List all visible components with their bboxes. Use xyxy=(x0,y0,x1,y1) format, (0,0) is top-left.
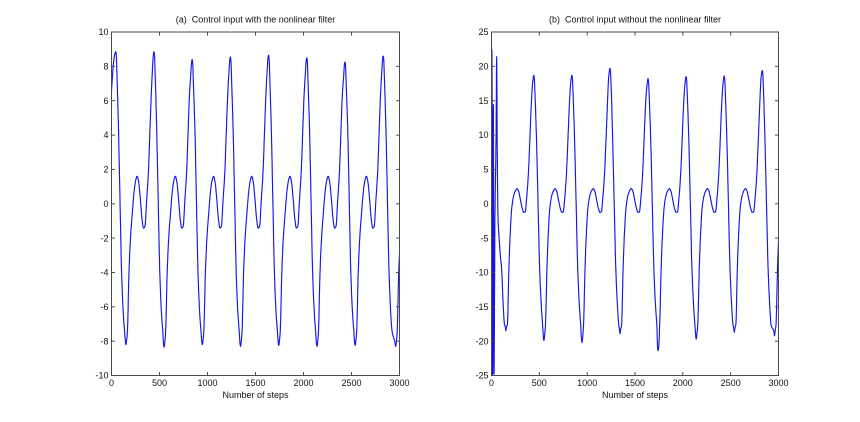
svg-text:1000: 1000 xyxy=(197,378,217,388)
svg-text:1500: 1500 xyxy=(245,378,265,388)
svg-text:-10: -10 xyxy=(475,268,488,278)
svg-text:2500: 2500 xyxy=(341,378,361,388)
svg-text:4: 4 xyxy=(103,130,108,140)
svg-text:-10: -10 xyxy=(95,371,108,381)
svg-text:(a) Control input with the no: (a) Control input with the nonlinear fil… xyxy=(176,15,336,25)
svg-text:Number of steps: Number of steps xyxy=(222,390,289,400)
svg-text:-4: -4 xyxy=(100,268,108,278)
svg-text:2000: 2000 xyxy=(293,378,313,388)
svg-text:500: 500 xyxy=(152,378,167,388)
svg-text:2000: 2000 xyxy=(673,378,693,388)
svg-text:1500: 1500 xyxy=(625,378,645,388)
svg-text:1000: 1000 xyxy=(577,378,597,388)
svg-text:(b) Control input without the: (b) Control input without the nonlinear … xyxy=(549,15,721,25)
svg-text:-25: -25 xyxy=(475,371,488,381)
svg-text:10: 10 xyxy=(98,27,108,37)
svg-text:0: 0 xyxy=(109,378,114,388)
svg-text:8: 8 xyxy=(103,62,108,72)
svg-text:25: 25 xyxy=(478,27,488,37)
svg-text:0: 0 xyxy=(103,199,108,209)
svg-text:15: 15 xyxy=(478,96,488,106)
svg-text:10: 10 xyxy=(478,130,488,140)
svg-text:500: 500 xyxy=(532,378,547,388)
svg-text:Number of steps: Number of steps xyxy=(602,390,669,400)
svg-text:-20: -20 xyxy=(475,336,488,346)
svg-text:3000: 3000 xyxy=(768,378,788,388)
svg-text:-5: -5 xyxy=(480,233,488,243)
svg-text:-2: -2 xyxy=(100,233,108,243)
svg-text:3000: 3000 xyxy=(389,378,409,388)
svg-text:-8: -8 xyxy=(100,336,108,346)
svg-text:-6: -6 xyxy=(100,302,108,312)
svg-text:6: 6 xyxy=(103,96,108,106)
svg-text:5: 5 xyxy=(483,165,488,175)
svg-text:-15: -15 xyxy=(475,302,488,312)
svg-text:0: 0 xyxy=(483,199,488,209)
svg-text:20: 20 xyxy=(478,62,488,72)
svg-text:0: 0 xyxy=(489,378,494,388)
svg-text:2500: 2500 xyxy=(721,378,741,388)
svg-text:2: 2 xyxy=(103,165,108,175)
